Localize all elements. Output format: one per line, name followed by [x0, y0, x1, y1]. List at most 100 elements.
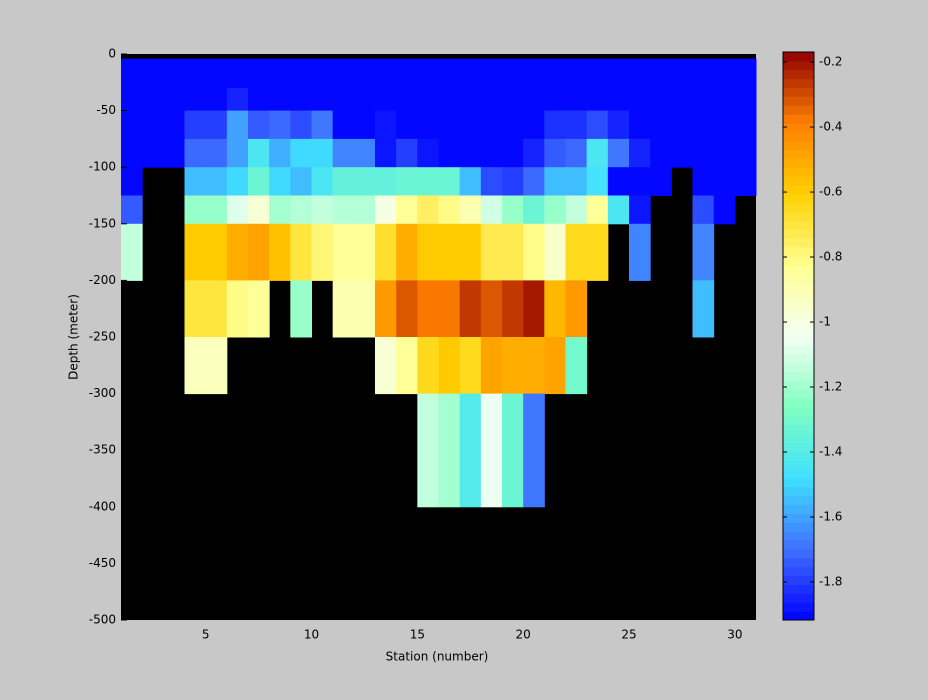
- heatmap-cell: [438, 280, 461, 338]
- heatmap-cell: [544, 58, 566, 89]
- heatmap-cell: [142, 110, 164, 140]
- heatmap-cell: [459, 337, 482, 395]
- heatmap-cell: [226, 58, 249, 89]
- heatmap-cell: [629, 223, 651, 281]
- heatmap-cell: [353, 87, 376, 112]
- heatmap-cell: [692, 110, 715, 140]
- colorbar-band: [783, 140, 814, 151]
- heatmap-cell: [396, 138, 418, 168]
- y-tick-label: -200: [89, 273, 116, 287]
- heatmap-cell: [417, 110, 439, 140]
- colorbar-band: [783, 540, 814, 550]
- colorbar-band: [783, 478, 814, 488]
- heatmap-cell: [417, 337, 439, 395]
- heatmap-cell: [311, 167, 334, 196]
- heatmap-cell: [565, 138, 588, 168]
- heatmap-cell: [269, 167, 291, 196]
- heatmap-cell: [607, 110, 630, 140]
- heatmap-cell: [184, 167, 207, 196]
- heatmap-cell: [523, 195, 545, 225]
- heatmap-cell: [184, 58, 207, 89]
- heatmap-cell: [480, 58, 503, 89]
- heatmap-cell: [353, 223, 376, 281]
- colorbar-band: [783, 202, 814, 213]
- heatmap-cell: [375, 167, 397, 196]
- heatmap-cell: [713, 167, 736, 196]
- colorbar-band: [783, 105, 814, 115]
- heatmap-cell: [290, 58, 312, 89]
- colorbar-band: [783, 407, 814, 417]
- heatmap-cell: [438, 58, 461, 89]
- heatmap-cell: [375, 58, 397, 89]
- colorbar-band: [783, 469, 814, 479]
- x-tick-label: 25: [621, 628, 636, 642]
- x-tick-label: 15: [410, 628, 425, 642]
- heatmap-cell: [311, 223, 334, 281]
- heatmap-cell: [607, 58, 630, 89]
- heatmap-cell: [375, 280, 397, 338]
- heatmap-cell: [480, 223, 503, 281]
- heatmap-cell: [692, 58, 715, 89]
- colorbar-band: [783, 149, 814, 159]
- heatmap-cell: [248, 87, 270, 112]
- heatmap-cell: [248, 138, 270, 168]
- heatmap-cell: [121, 138, 143, 168]
- heatmap-cell: [121, 167, 143, 196]
- heatmap-cell: [375, 223, 397, 281]
- colorbar-band: [783, 229, 814, 239]
- heatmap-cell: [459, 87, 482, 112]
- heatmap-cell: [121, 87, 143, 112]
- heatmap-cell: [713, 58, 736, 89]
- heatmap-cell: [205, 58, 228, 89]
- heatmap-cell: [226, 223, 249, 281]
- heatmap-cell: [544, 223, 566, 281]
- colorbar-frame: [782, 51, 815, 621]
- colorbar-band: [783, 167, 814, 177]
- heatmap-cell: [502, 110, 524, 140]
- heatmap-cell: [142, 138, 164, 168]
- heatmap-cell: [396, 87, 418, 112]
- heatmap-cell: [184, 87, 207, 112]
- colorbar-tick-label: -0.8: [819, 250, 842, 264]
- heatmap-cell: [565, 195, 588, 225]
- heatmap-cell: [184, 138, 207, 168]
- heatmap-cell: [629, 195, 651, 225]
- heatmap-cell: [396, 195, 418, 225]
- heatmap-cell: [713, 87, 736, 112]
- heatmap-cell: [713, 195, 736, 225]
- heatmap-cell: [607, 167, 630, 196]
- colorbar-band: [783, 238, 814, 248]
- heatmap-cell: [459, 280, 482, 338]
- heatmap-cell: [311, 110, 334, 140]
- heatmap-cell: [332, 223, 355, 281]
- heatmap-cell: [332, 167, 355, 196]
- heatmap-cell: [671, 138, 693, 168]
- heatmap-cell: [311, 195, 334, 225]
- colorbar-band: [783, 282, 814, 293]
- heatmap-cell: [438, 223, 461, 281]
- heatmap-cell: [734, 138, 757, 168]
- heatmap-cell: [459, 167, 482, 196]
- colorbar-band: [783, 531, 814, 541]
- heatmap-cell: [121, 223, 143, 281]
- colorbar-band: [783, 602, 814, 612]
- colorbar-band: [783, 611, 814, 621]
- colorbar-band: [783, 247, 814, 257]
- heatmap-cell: [586, 138, 609, 168]
- heatmap-cell: [523, 393, 545, 508]
- colorbar-band: [783, 557, 814, 568]
- heatmap-cell: [417, 58, 439, 89]
- colorbar-tick-label: -0.2: [819, 55, 842, 69]
- heatmap-cell: [184, 195, 207, 225]
- colorbar-band: [783, 291, 814, 301]
- heatmap-cell: [184, 337, 207, 395]
- heatmap-cell: [248, 110, 270, 140]
- colorbar-band: [783, 123, 814, 133]
- heatmap-cell: [438, 138, 461, 168]
- colorbar-band: [783, 504, 814, 514]
- heatmap-cell: [607, 87, 630, 112]
- heatmap-cell: [565, 337, 588, 395]
- heatmap-cell: [205, 195, 228, 225]
- heatmap-cell: [184, 223, 207, 281]
